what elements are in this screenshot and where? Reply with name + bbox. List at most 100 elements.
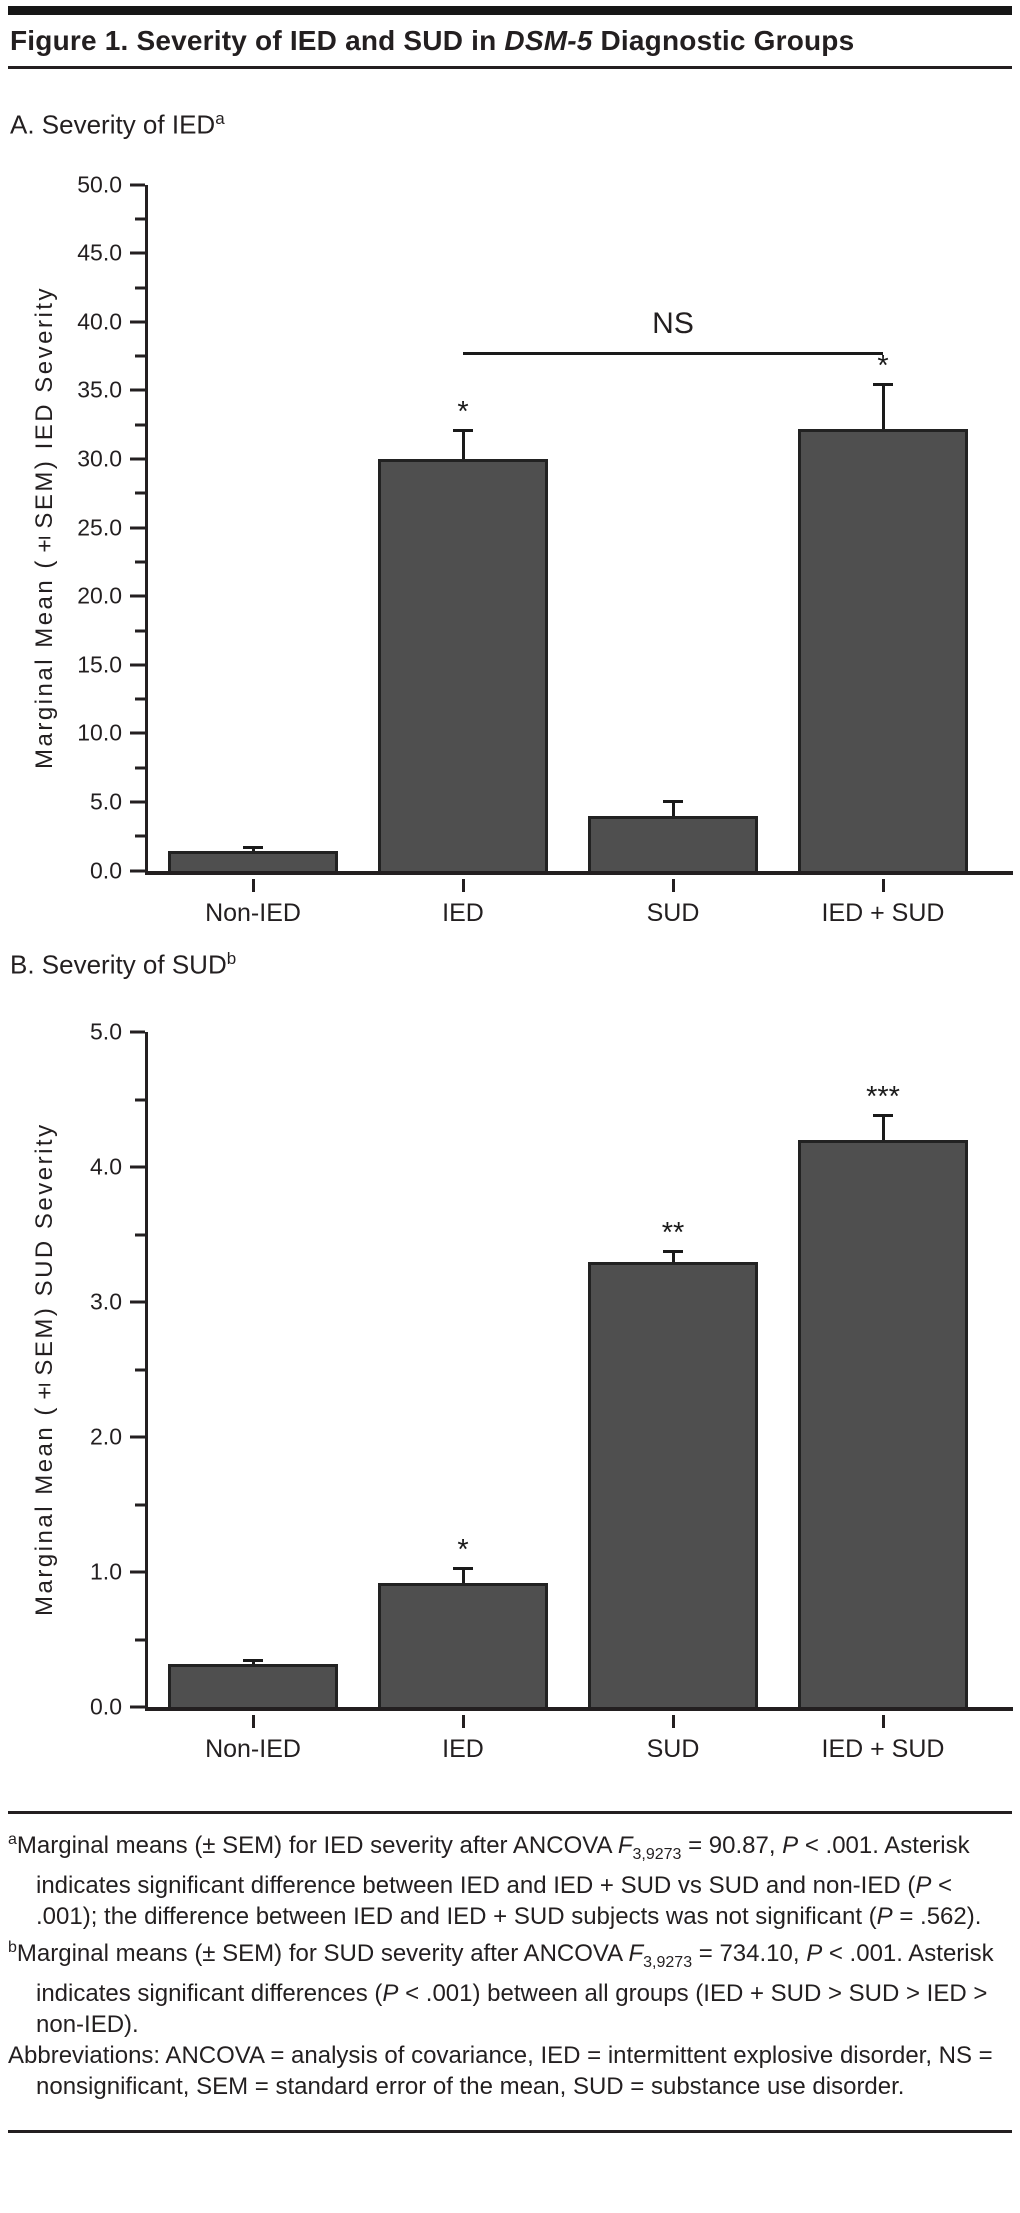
chart-severity-ied: Marginal Mean (±SEM) IED Severity 0.0 5.0… — [0, 173, 1020, 935]
y-axis-tick — [130, 1030, 145, 1034]
error-bar-ied-sud — [881, 1114, 885, 1141]
figure-footnotes: aMarginal means (± SEM) for IED severity… — [8, 1824, 1012, 2102]
y-axis-tick — [135, 491, 145, 495]
bar-ied — [378, 1583, 548, 1708]
error-bar-cap-sud — [663, 1250, 683, 1253]
x-tick-label-ied-sud: IED + SUD — [821, 1735, 945, 1764]
panel-a-note-mark: a — [215, 109, 225, 128]
x-axis-tick-sud — [671, 1715, 675, 1729]
error-bar-cap-non-ied — [243, 846, 263, 850]
y-axis-tick — [135, 766, 145, 770]
y-tick-label: 50.0 — [77, 171, 122, 198]
bar-non-ied — [168, 851, 338, 871]
y-axis-tick — [135, 286, 145, 290]
x-axis-tick-ied — [461, 878, 465, 892]
error-bar-ied — [461, 430, 465, 460]
y-axis-tick — [130, 388, 145, 392]
y-axis-tick — [130, 1570, 145, 1574]
footnote-b: bMarginal means (± SEM) for SUD severity… — [8, 1939, 994, 2038]
y-axis-tick — [130, 869, 145, 873]
x-axis-tick-ied — [461, 1715, 465, 1729]
y-axis-tick — [135, 697, 145, 701]
error-bar-ied — [461, 1568, 465, 1584]
x-axis-tick-non-ied — [251, 878, 255, 892]
y-axis-tick — [135, 1368, 145, 1372]
x-axis-tick-sud — [671, 878, 675, 892]
y-axis-tick — [135, 354, 145, 358]
significance-marker-ied: * — [457, 1534, 469, 1567]
y-tick-label: 5.0 — [90, 1018, 122, 1045]
figure-title-italic: DSM-5 — [504, 25, 593, 56]
plot-area-sud: 0.0 1.0 2.0 3.0 4.0 5.0 Non-IED * IED ** SUD *** IED… — [90, 1020, 1013, 1763]
y-axis-tick — [135, 1638, 145, 1642]
footnote-rule — [8, 1811, 1012, 1815]
y-axis-tick — [130, 1165, 145, 1169]
y-axis-tick — [130, 731, 145, 735]
x-tick-label-sud: SUD — [646, 898, 700, 927]
ns-bracket-line — [463, 352, 883, 356]
x-tick-label-ied-sud: IED + SUD — [821, 898, 945, 927]
significance-marker-ied-sud: *** — [866, 1080, 900, 1113]
error-bar-sud — [671, 1251, 675, 1262]
x-axis-tick-ied-sud — [881, 878, 885, 892]
y-tick-label: 2.0 — [90, 1423, 122, 1450]
y-axis-tick — [135, 834, 145, 838]
y-tick-label: 5.0 — [90, 788, 122, 815]
y-axis-tick — [135, 629, 145, 633]
footnote-a-mark: a — [8, 1831, 17, 1849]
x-tick-label-non-ied: Non-IED — [205, 898, 301, 927]
title-top-bar — [8, 6, 1012, 15]
title-rule — [8, 66, 1012, 69]
y-axis-tick — [130, 1705, 145, 1709]
y-axis-tick — [130, 320, 145, 324]
bar-ied — [378, 459, 548, 871]
bar-ied-sud — [798, 1140, 968, 1708]
y-tick-label: 10.0 — [77, 719, 122, 746]
x-axis-tick-ied-sud — [881, 1715, 885, 1729]
error-bar-cap-ied-sud — [873, 382, 893, 386]
y-tick-label: 1.0 — [90, 1558, 122, 1585]
significance-marker-sud: ** — [661, 1217, 685, 1249]
y-axis-tick — [135, 1503, 145, 1507]
error-bar-cap-ied — [453, 429, 473, 433]
y-tick-label: 3.0 — [90, 1288, 122, 1315]
error-bar-cap-ied — [453, 1567, 473, 1571]
error-bar-cap-sud — [663, 799, 683, 803]
footnote-a: aMarginal means (± SEM) for IED severity… — [8, 1831, 982, 1931]
y-axis-tick — [135, 1098, 145, 1102]
y-tick-label: 20.0 — [77, 582, 122, 609]
x-tick-label-sud: SUD — [646, 1735, 700, 1764]
y-axis-tick — [130, 800, 145, 804]
y-axis-tick — [130, 594, 145, 598]
y-axis-tick — [130, 1300, 145, 1304]
bar-non-ied — [168, 1664, 338, 1708]
y-axis-tick — [130, 663, 145, 667]
y-axis-tick — [130, 183, 145, 187]
x-tick-label-ied: IED — [442, 1735, 484, 1764]
y-axis-tick — [135, 560, 145, 564]
bar-sud — [588, 1261, 758, 1708]
y-tick-label: 40.0 — [77, 308, 122, 335]
y-axis-tick — [130, 457, 145, 461]
y-tick-label: 0.0 — [90, 1693, 122, 1720]
panel-b-note-mark: b — [226, 948, 237, 968]
panel-a-label: A. Severity of IEDa — [10, 103, 1020, 141]
y-axis-tick — [130, 1435, 145, 1439]
y-axis-title-sud: Marginal Mean (±SEM) SUD Severity — [31, 1123, 58, 1617]
y-axis-tick — [130, 526, 145, 530]
chart-severity-sud: Marginal Mean (±SEM) SUD Severity 0.0 1.0… — [0, 1020, 1020, 1777]
panel-b-label-text: B. Severity of SUD — [10, 949, 227, 980]
y-tick-label: 45.0 — [77, 239, 122, 266]
x-tick-label-non-ied: Non-IED — [205, 1735, 301, 1764]
x-tick-label-ied: IED — [442, 898, 484, 927]
y-axis-tick — [135, 423, 145, 427]
error-bar-cap-non-ied — [243, 1659, 263, 1663]
plot-area-ied: 0.0 5.0 10.0 15.0 20.0 25.0 30.0 35.0 40.0 45.0 50… — [77, 173, 1013, 927]
bar-sud — [588, 815, 758, 871]
y-tick-label: 15.0 — [77, 651, 122, 678]
x-axis-tick-non-ied — [251, 1715, 255, 1729]
bar-ied-sud — [798, 428, 968, 871]
y-tick-label: 35.0 — [77, 376, 122, 403]
y-tick-label: 0.0 — [90, 857, 122, 884]
